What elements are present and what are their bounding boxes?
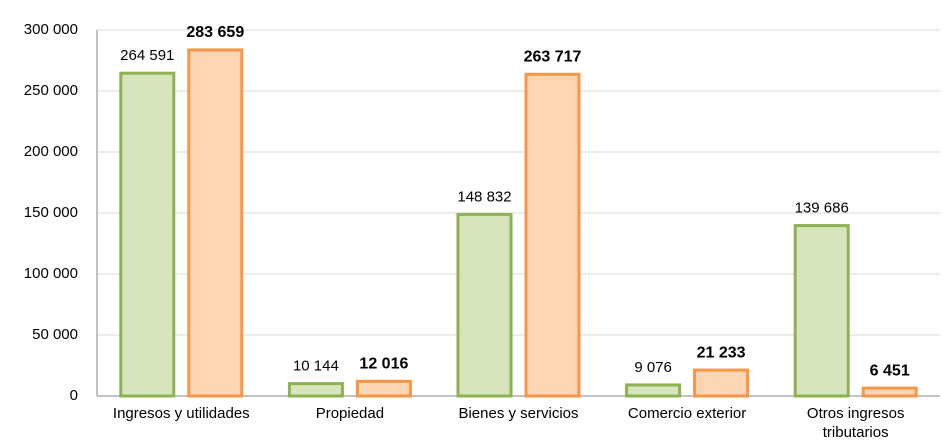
x-tick-label: Ingresos y utilidades [112,405,250,422]
bar [524,72,581,398]
data-label: 139 686 [795,200,849,217]
x-tick-label: Otros ingresos tributarios [806,405,905,441]
y-tick-label: 50 000 [32,326,78,343]
x-tick-label: Bienes y servicios [458,405,579,422]
y-tick-label: 150 000 [24,204,78,221]
y-tick-label: 100 000 [24,265,78,282]
data-label: 264 591 [120,47,174,64]
data-label: 283 659 [186,24,244,41]
data-label: 263 717 [524,48,582,65]
bar [119,71,176,398]
y-tick-label: 250 000 [24,82,78,99]
data-label: 9 076 [634,359,672,376]
bar [861,386,918,398]
data-label: 10 144 [293,358,339,375]
data-label: 6 451 [870,362,910,379]
bar [693,368,750,398]
data-label: 148 832 [457,188,511,205]
bar [793,224,850,398]
data-label: 12 016 [359,356,408,373]
bar [456,212,513,398]
data-label: 21 233 [697,344,746,361]
bar [187,48,244,398]
bar [355,379,412,398]
x-tick-label: Propiedad [315,405,385,422]
bar [625,383,682,398]
x-tick-label: Comercio exterior [627,405,747,422]
y-tick-label: 200 000 [24,143,78,160]
y-tick-label: 300 000 [24,21,78,38]
bar [287,382,344,398]
y-tick-label: 0 [70,387,78,404]
